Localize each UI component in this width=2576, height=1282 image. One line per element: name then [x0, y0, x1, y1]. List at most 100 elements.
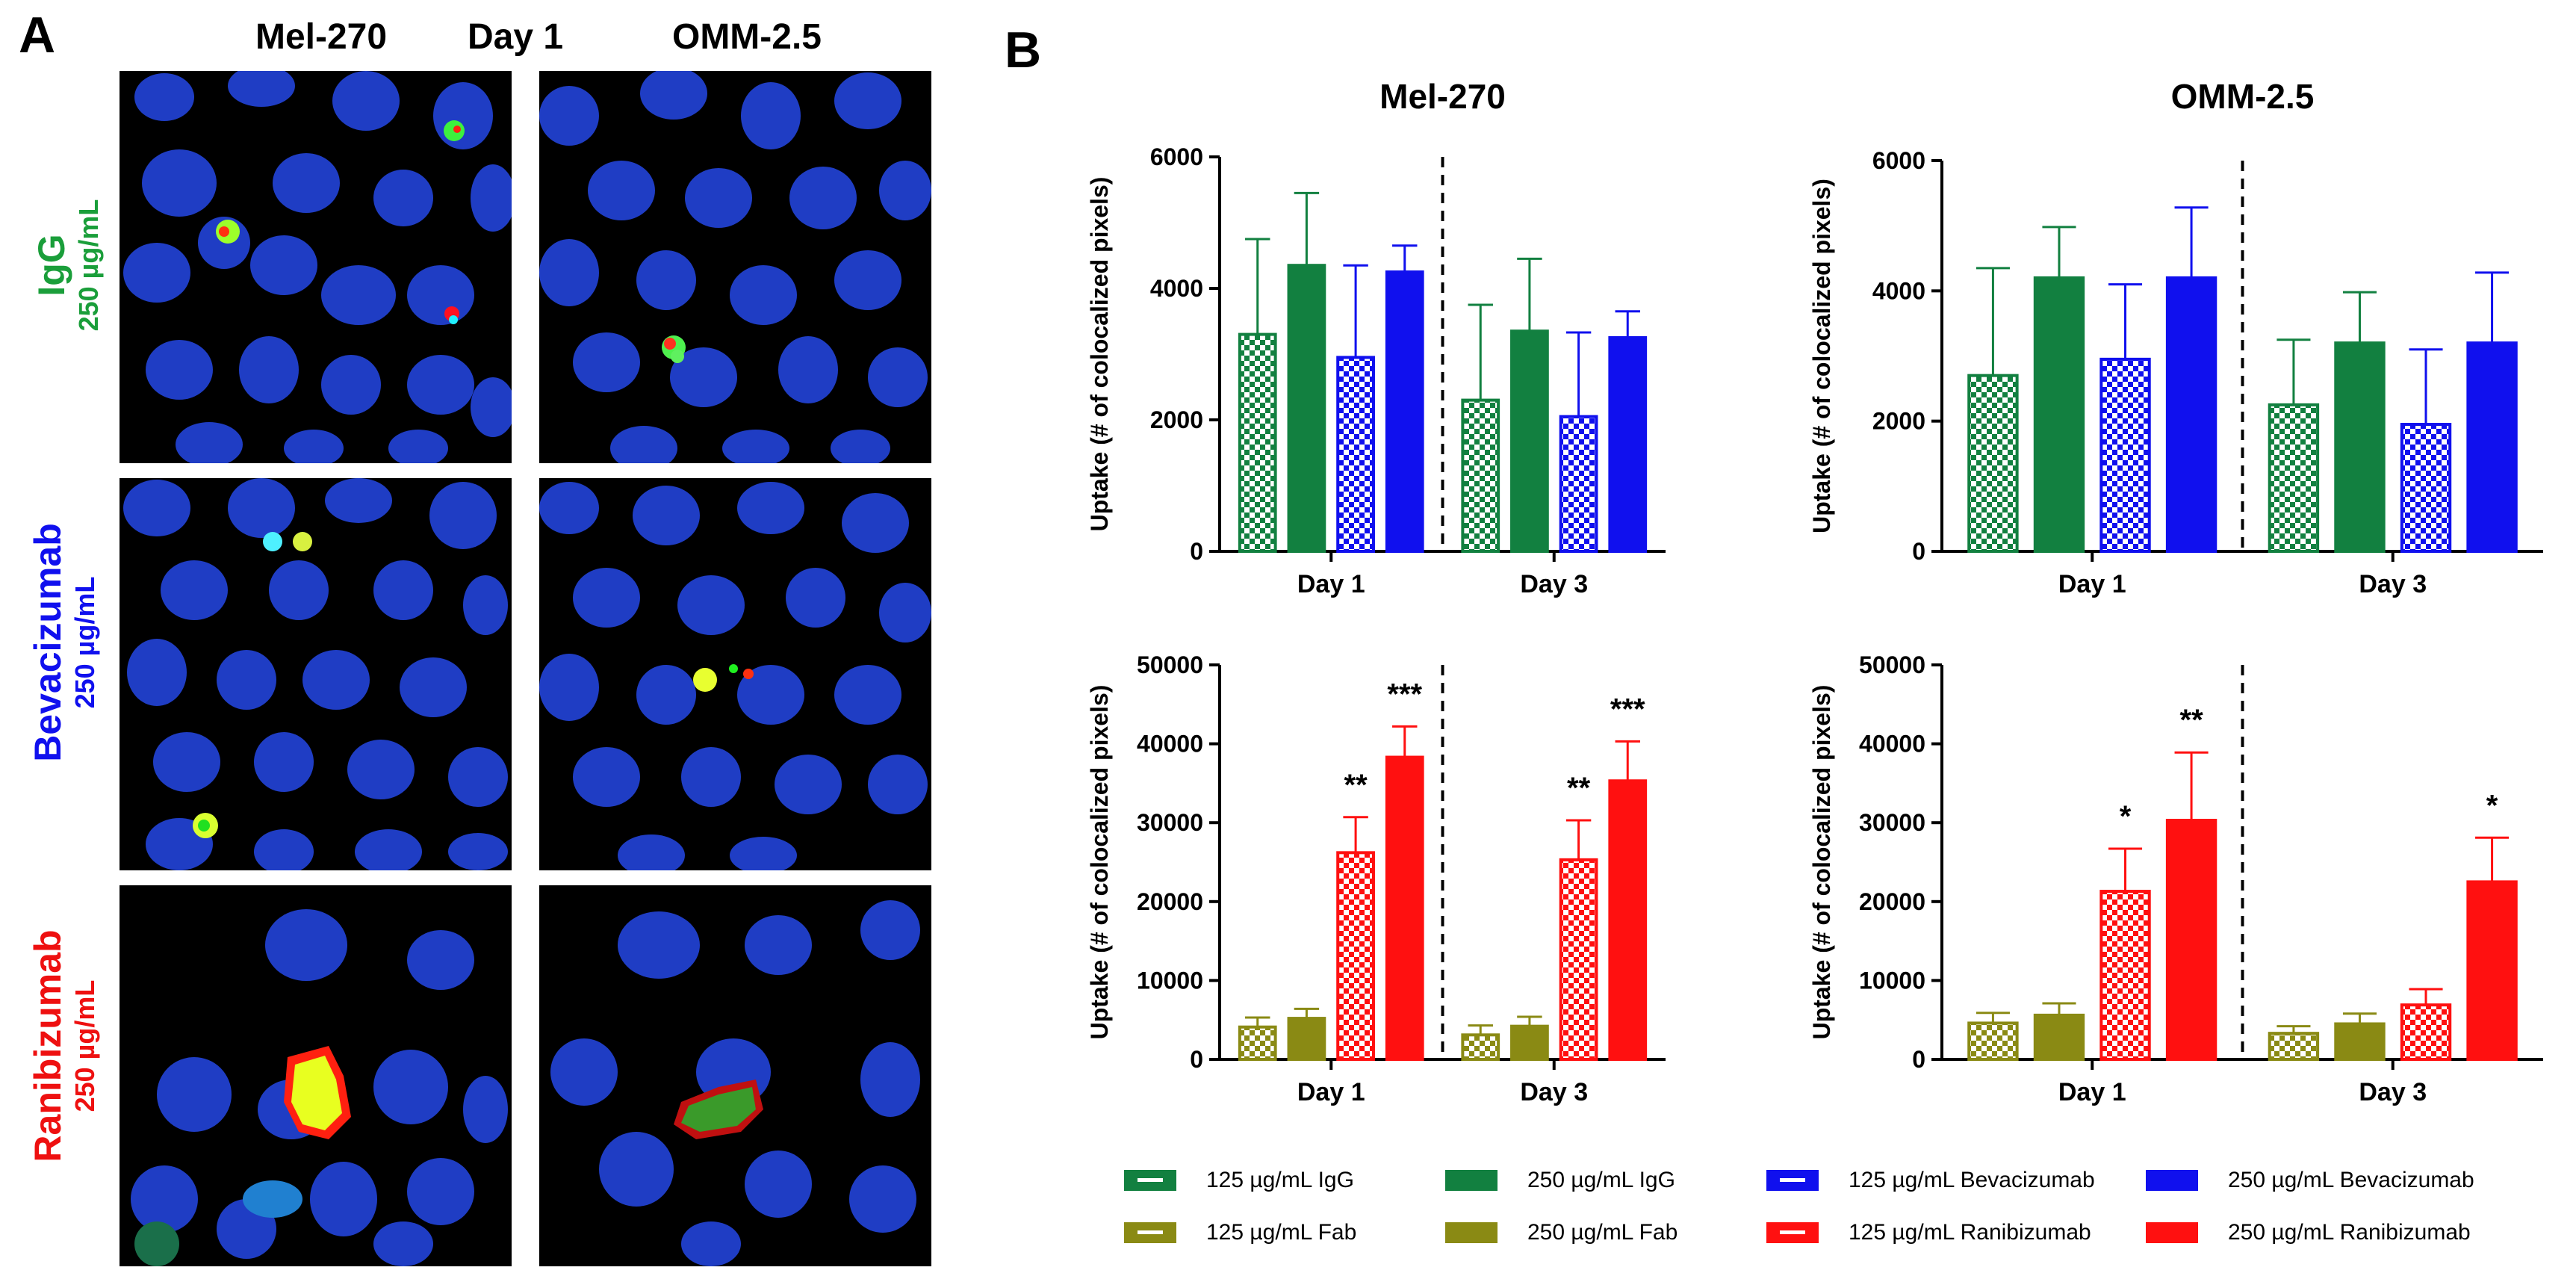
legend-item-igg-250: 250 µg/mL IgG [1445, 1162, 1675, 1199]
bar [2099, 890, 2151, 1062]
bar [1967, 374, 2019, 553]
bar [1336, 851, 1375, 1061]
bar [2165, 819, 2217, 1061]
y-tick-label: 0 [1912, 1046, 1925, 1073]
bar [1608, 779, 1648, 1062]
significance-marker: *** [1610, 693, 1645, 725]
bar [2466, 880, 2518, 1062]
x-tick-label: Day 3 [1520, 570, 1588, 598]
panel-b-letter: B [1005, 22, 1042, 78]
y-tick-label: 40000 [1859, 731, 1925, 758]
bar [2400, 1003, 2452, 1061]
y-tick-label: 2000 [1150, 406, 1203, 433]
micrograph-bevacizumab-omm25-image [539, 482, 931, 870]
y-tick-label: 50000 [1859, 651, 1925, 678]
bar [1336, 356, 1375, 553]
legend-item-fab-125: 125 µg/mL Fab [1124, 1214, 1356, 1251]
bar [1287, 264, 1326, 553]
chart-title: OMM-2.5 [2171, 77, 2315, 116]
bar [1238, 1025, 1277, 1061]
legend-swatch-igg-125 [1124, 1170, 1176, 1191]
column-title-omm25: OMM-2.5 [671, 17, 822, 57]
y-tick-label: 30000 [1137, 809, 1203, 836]
x-tick-label: Day 1 [2058, 1078, 2126, 1106]
y-tick-label: 20000 [1137, 888, 1203, 915]
bar [1385, 755, 1424, 1061]
bar [1510, 1024, 1549, 1061]
bar [2334, 341, 2386, 553]
legend-swatch-rani-250 [2146, 1222, 2198, 1243]
micrograph-ranibizumab-mel270-image [131, 909, 508, 1266]
micrograph-bevacizumab-mel270-image [123, 478, 508, 870]
bar [1287, 1017, 1326, 1062]
column-title-day: Day 1 [467, 17, 564, 57]
bar [2099, 357, 2151, 553]
panel-a-letter: A [19, 7, 56, 64]
significance-marker: ** [2180, 704, 2204, 737]
legend-item-fab-250: 250 µg/mL Fab [1445, 1214, 1677, 1251]
legend-swatch-fab-250 [1445, 1222, 1498, 1243]
bar [2400, 423, 2452, 554]
bar [2268, 403, 2320, 553]
bar [2033, 1013, 2085, 1062]
bar [1608, 336, 1648, 553]
micrograph-igg-omm25-image [539, 71, 931, 463]
chart-title: Mel-270 [1379, 77, 1506, 116]
micrograph-ranibizumab-mel270 [120, 885, 512, 1266]
x-tick-label: Day 1 [1297, 570, 1365, 598]
y-axis-label: Uptake (# of colocalized pixels) [1086, 685, 1113, 1040]
bar [2033, 276, 2085, 553]
y-axis-label: Uptake (# of colocalized pixels) [1086, 177, 1113, 532]
legend-swatch-rani-125 [1766, 1222, 1819, 1243]
legend-item-rani-125: 125 µg/mL Ranibizumab [1766, 1214, 2091, 1251]
legend: 125 µg/mL IgG 250 µg/mL IgG 125 µg/mL Be… [1124, 1162, 2543, 1266]
bar [1385, 270, 1424, 553]
significance-marker: *** [1387, 678, 1422, 710]
significance-marker: * [2486, 789, 2498, 822]
y-tick-label: 20000 [1859, 888, 1925, 915]
chart-3: Uptake (# of colocalized pixels) 0 10000 20… [1808, 651, 2543, 1106]
bar [2268, 1032, 2320, 1061]
x-tick-label: Day 3 [1520, 1078, 1588, 1106]
significance-marker: ** [1567, 772, 1591, 805]
x-tick-label: Day 3 [2359, 570, 2427, 598]
micrograph-igg-mel270-image [123, 71, 512, 463]
y-axis-label: Uptake (# of colocalized pixels) [1808, 685, 1835, 1040]
micrograph-ranibizumab-omm25 [539, 885, 931, 1266]
bar [1461, 1033, 1500, 1062]
bar [2466, 341, 2518, 553]
legend-item-igg-125: 125 µg/mL IgG [1124, 1162, 1354, 1199]
bar [2334, 1022, 2386, 1061]
y-tick-label: 2000 [1872, 408, 1925, 435]
column-title-mel270: Mel-270 [255, 17, 388, 57]
bar [1967, 1021, 2019, 1061]
legend-swatch-bev-125 [1766, 1170, 1819, 1191]
y-tick-label: 10000 [1859, 967, 1925, 994]
chart-2: Uptake (# of colocalized pixels) 0 10000 20… [1086, 651, 1666, 1106]
micrograph-bevacizumab-mel270 [120, 478, 512, 870]
y-tick-label: 4000 [1872, 277, 1925, 304]
legend-label-fab-250: 250 µg/mL Fab [1527, 1220, 1678, 1245]
y-tick-label: 6000 [1872, 147, 1925, 174]
legend-item-bev-250: 250 µg/mL Bevacizumab [2146, 1162, 2474, 1199]
x-tick-label: Day 1 [1297, 1078, 1365, 1106]
y-tick-label: 0 [1190, 1046, 1203, 1073]
bar [1559, 858, 1598, 1062]
y-tick-label: 0 [1190, 538, 1203, 565]
legend-label-igg-250: 250 µg/mL IgG [1527, 1168, 1675, 1192]
micrograph-igg-mel270 [120, 71, 512, 463]
y-tick-label: 6000 [1150, 143, 1203, 170]
y-tick-label: 0 [1912, 538, 1925, 565]
significance-marker: * [2120, 800, 2132, 833]
y-tick-label: 4000 [1150, 275, 1203, 302]
y-tick-label: 10000 [1137, 967, 1203, 994]
micrograph-ranibizumab-omm25-image [550, 900, 920, 1266]
chart-0: Mel-270 Uptake (# of colocalized pixels) 0… [1086, 77, 1666, 598]
legend-label-igg-125: 125 µg/mL IgG [1206, 1168, 1354, 1192]
bar [2165, 276, 2217, 553]
legend-swatch-igg-250 [1445, 1170, 1498, 1191]
bar [1510, 329, 1549, 553]
legend-item-rani-250: 250 µg/mL Ranibizumab [2146, 1214, 2471, 1251]
bar [1461, 398, 1500, 553]
